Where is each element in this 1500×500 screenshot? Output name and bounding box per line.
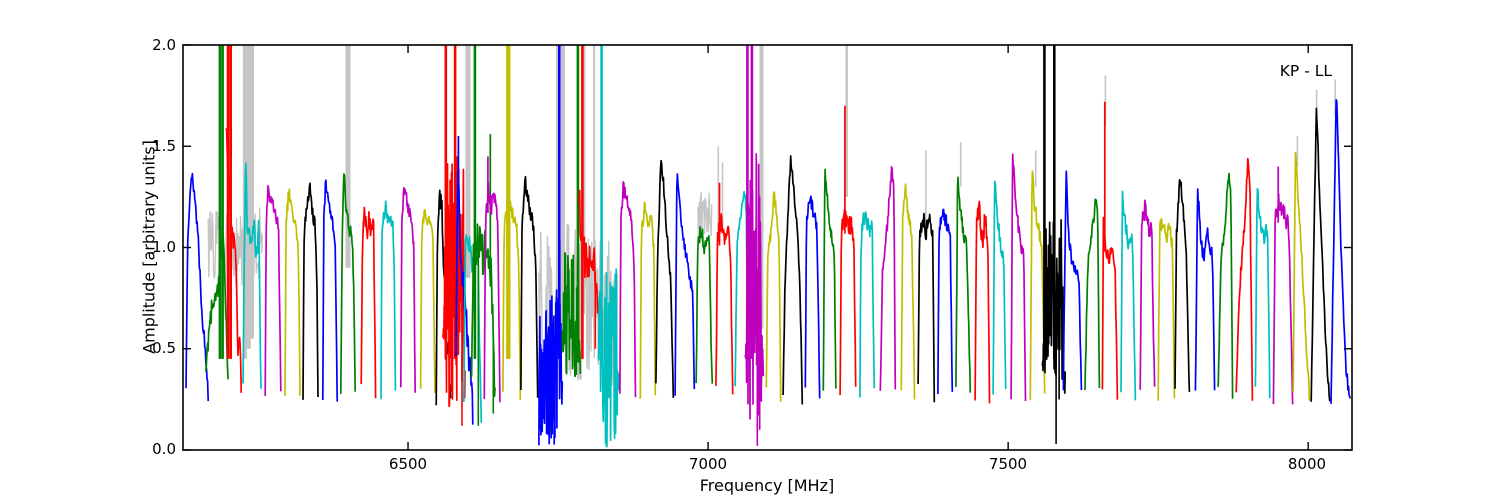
x-tick-label-3: 8000 — [1287, 455, 1327, 473]
y-tick-label-0: 0.0 — [152, 440, 176, 458]
axes-frame — [182, 44, 1353, 451]
gray-underlay-trace — [207, 45, 1336, 386]
bandpass-segments — [185, 45, 1352, 448]
x-tick-label-2: 7500 — [988, 455, 1028, 473]
y-tick-label-1: 0.5 — [152, 339, 176, 357]
corner-annotation: KP - LL — [1279, 62, 1332, 80]
x-axis-label: Frequency [MHz] — [699, 476, 835, 495]
y-tick-label-2: 1.0 — [152, 238, 176, 256]
y-tick-label-4: 2.0 — [152, 36, 176, 54]
y-tick-label-3: 1.5 — [152, 137, 176, 155]
y-axis-label: Amplitude [arbitrary units] — [139, 140, 159, 354]
x-tick-label-0: 6500 — [388, 455, 428, 473]
x-tick-label-1: 7000 — [688, 455, 728, 473]
